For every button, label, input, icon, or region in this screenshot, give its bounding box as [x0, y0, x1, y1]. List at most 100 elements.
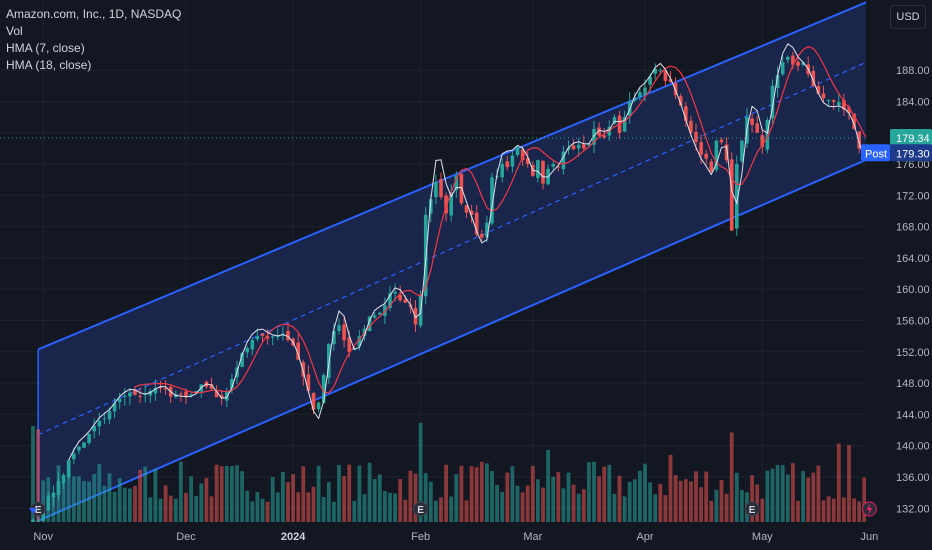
candle-body [724, 144, 729, 161]
candle-body [61, 474, 66, 484]
volume-bar [357, 465, 362, 522]
candle-body [622, 117, 627, 132]
volume-bar [505, 472, 510, 522]
candle-body [597, 127, 601, 136]
candle-body [219, 395, 224, 399]
volume-bar [755, 484, 760, 522]
currency-button[interactable]: USD [890, 5, 926, 29]
volume-bar [36, 429, 40, 522]
volume-bar [663, 495, 668, 522]
volume-bar [311, 486, 316, 522]
candle-body [133, 389, 137, 395]
candle-body [194, 390, 198, 392]
hma-7-path [68, 43, 880, 461]
volume-bar [658, 483, 663, 522]
volume-bar [291, 474, 295, 522]
candle-body [633, 97, 637, 101]
time-axis[interactable]: Nov Dec 2024 Feb Mar Apr May Jun [0, 522, 878, 550]
y-tick-label: 156.00 [896, 316, 930, 328]
y-tick-label: 160.00 [896, 284, 930, 296]
volume-bar [133, 486, 137, 522]
volume-bar [689, 481, 693, 522]
legend-volume[interactable]: Vol [6, 24, 23, 38]
candle-body [638, 92, 642, 97]
candle-body [296, 342, 300, 360]
volume-bar [587, 462, 591, 522]
volume-bar [607, 464, 612, 522]
candle-body [536, 160, 540, 178]
volume-bar [240, 471, 244, 522]
candle-body [668, 79, 673, 82]
volume-bar [439, 497, 443, 522]
candle-body [490, 177, 494, 224]
candle-body [612, 117, 617, 124]
candle-body [378, 312, 382, 315]
y-tick-label: 172.00 [896, 190, 930, 202]
candle-body [750, 118, 754, 125]
volume-bar [474, 467, 479, 522]
candle-body [775, 75, 780, 88]
volume-bar [337, 465, 341, 522]
volume-bar [235, 465, 239, 522]
candle-body [765, 120, 770, 150]
volume-bar [296, 492, 301, 522]
volume-bar [383, 491, 387, 522]
volume-bar [168, 495, 173, 522]
hma-18-path [134, 46, 880, 394]
candle-body [469, 210, 474, 215]
x-tick-label: Dec [176, 531, 196, 543]
last-price-value: 179.34 [896, 133, 930, 145]
candle-body [831, 100, 836, 102]
earnings-marker-icon [744, 501, 760, 517]
volume-bar [398, 479, 403, 522]
volume-bar [31, 426, 35, 522]
candle-body [576, 144, 581, 149]
volume-bar [77, 476, 81, 522]
candle-body [653, 68, 657, 74]
volume-bar [209, 496, 214, 522]
volume-bar [566, 472, 571, 522]
candle-body [189, 394, 193, 396]
volume-bar [770, 468, 775, 522]
candle-body [571, 145, 576, 150]
y-tick-label: 188.00 [896, 65, 930, 77]
candle-body [102, 418, 107, 420]
candle-body [209, 384, 214, 389]
post-label-tag [861, 144, 890, 162]
volume-bar [612, 493, 617, 522]
candle-body [260, 333, 265, 336]
candle-body [357, 336, 362, 347]
x-tick-label: Jun [861, 531, 879, 543]
candle-body [82, 442, 86, 448]
candle-body [214, 391, 219, 398]
candle-body [403, 299, 408, 303]
volume-bar [71, 476, 76, 522]
candle-body [367, 316, 372, 331]
volume-bar [826, 496, 831, 522]
candle-body [541, 160, 545, 184]
volume-bar [316, 465, 321, 522]
y-tick-label: 148.00 [896, 378, 930, 390]
candle-body [826, 99, 831, 101]
volume-bar [449, 496, 454, 522]
candle-body [270, 336, 275, 338]
price-axis[interactable]: 132.00 136.00 140.00 144.00 148.00 152.00 156.… [866, 0, 932, 550]
volume-bar [740, 490, 744, 522]
volume-bar [816, 465, 821, 522]
volume-bar [286, 482, 290, 522]
legend-hma18[interactable]: HMA (18, close) [6, 58, 92, 72]
candle-body [837, 102, 841, 105]
candle-body [117, 398, 122, 403]
volume-bar [321, 497, 326, 522]
volume-bar [347, 464, 352, 522]
volume-bar [326, 482, 331, 522]
candle-body [678, 96, 683, 106]
symbol-title[interactable]: Amazon.com, Inc., 1D, NASDAQ [6, 7, 182, 21]
volume-bar [102, 485, 107, 522]
legend-hma7[interactable]: HMA (7, close) [6, 41, 85, 55]
candle-body [429, 199, 433, 214]
volume-bar [617, 475, 622, 522]
candle-body [107, 411, 112, 420]
